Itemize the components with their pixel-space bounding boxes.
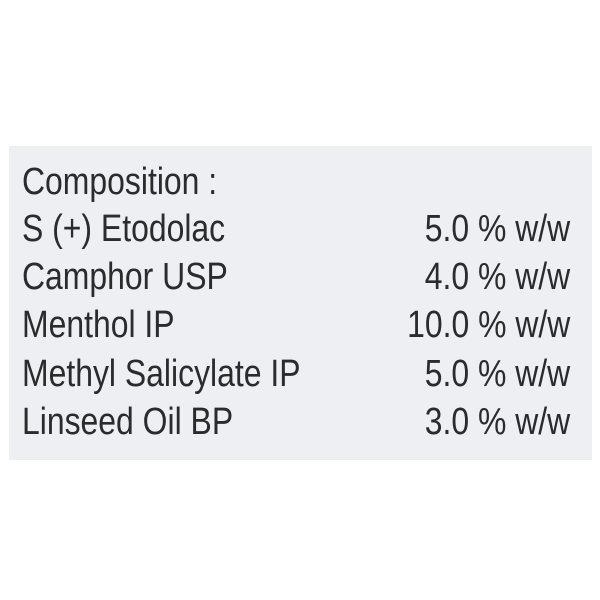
composition-panel: [9, 146, 592, 460]
ingredient-row: S (+) Etodolac 5.0 % w/w: [22, 205, 570, 254]
ingredient-name: Camphor USP: [22, 256, 228, 298]
ingredient-amount: 3.0 % w/w: [424, 401, 570, 443]
ingredient-name: Linseed Oil BP: [22, 401, 234, 443]
ingredient-row: Menthol IP 10.0 % w/w: [22, 301, 570, 350]
ingredient-name: Methyl Salicylate IP: [22, 353, 301, 395]
ingredient-row: Linseed Oil BP 3.0 % w/w: [22, 398, 570, 447]
ingredient-row: Camphor USP 4.0 % w/w: [22, 253, 570, 302]
ingredient-amount: 10.0 % w/w: [406, 304, 570, 346]
composition-heading: Composition :: [22, 161, 218, 203]
ingredient-name: Menthol IP: [22, 304, 175, 346]
ingredient-name: S (+) Etodolac: [22, 208, 226, 250]
ingredient-row: Methyl Salicylate IP 5.0 % w/w: [22, 350, 570, 399]
ingredient-amount: 5.0 % w/w: [424, 353, 570, 395]
composition-heading-row: Composition :: [22, 158, 570, 207]
ingredient-amount: 5.0 % w/w: [424, 208, 570, 250]
ingredient-amount: 4.0 % w/w: [424, 256, 570, 298]
